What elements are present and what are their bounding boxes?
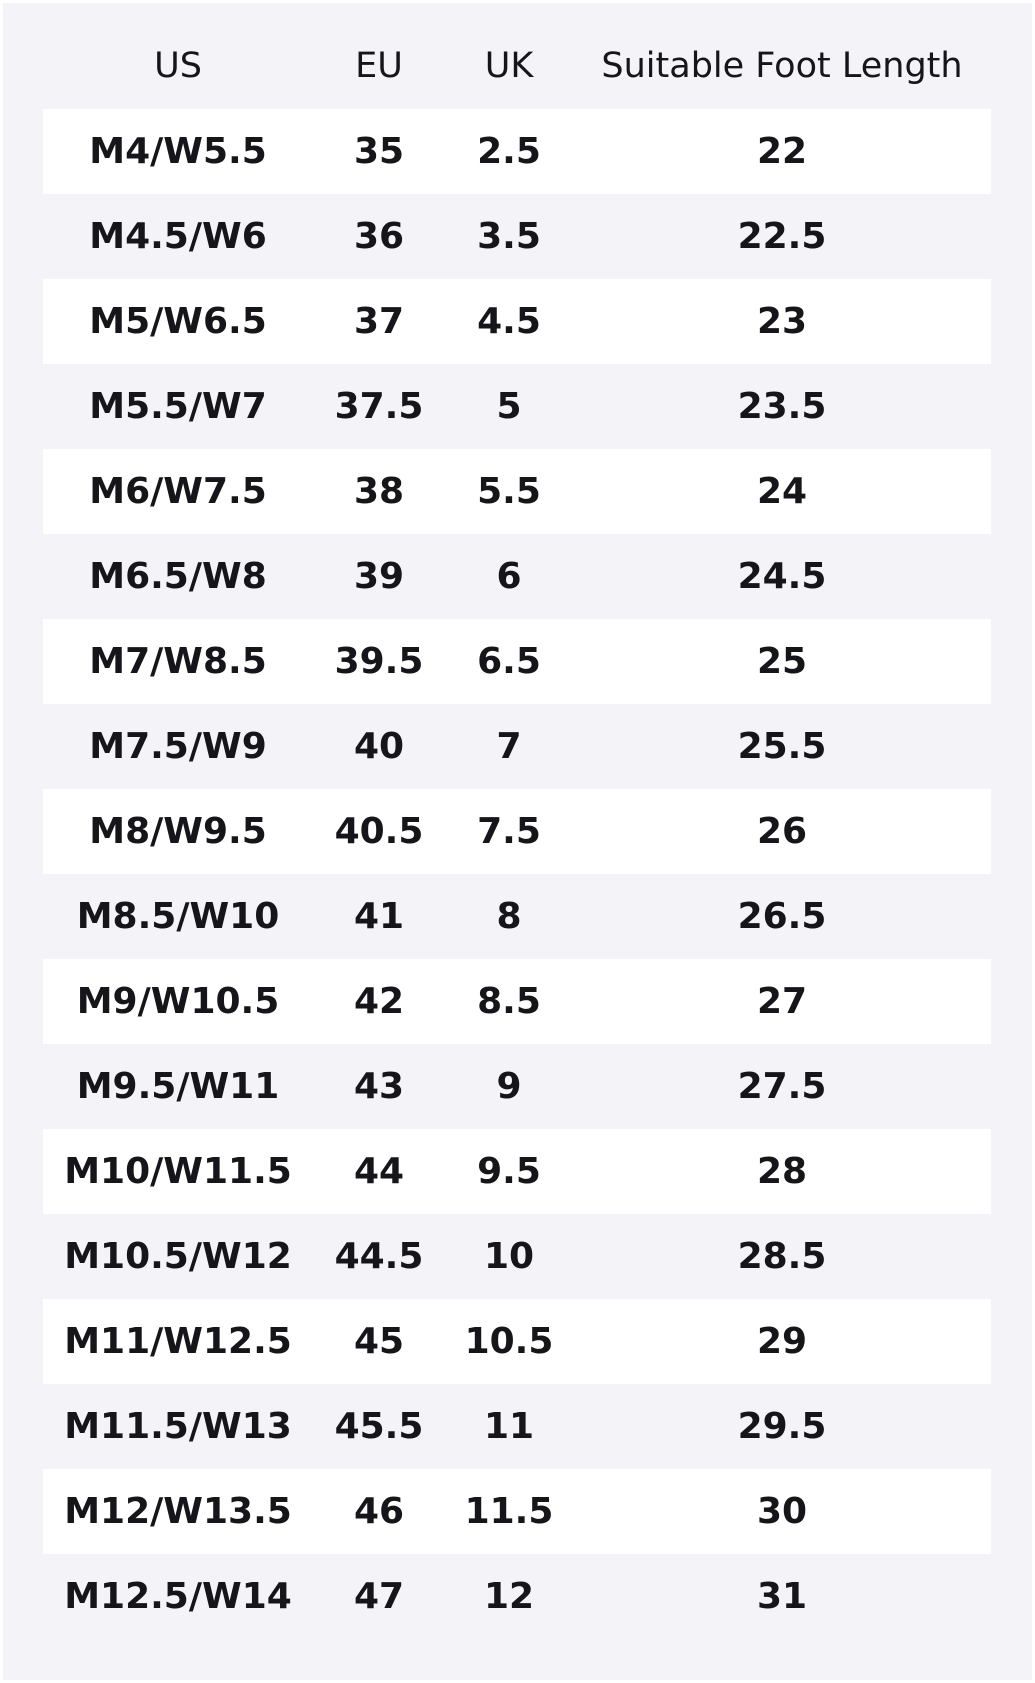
table-cell: M11/W12.5 (64, 1321, 292, 1362)
table-row: M8.5/W10 41 8 26.5 (43, 874, 991, 959)
table-cell: 6 (496, 556, 522, 597)
table-cell: M4/W5.5 (89, 131, 267, 172)
table-cell: M5/W6.5 (89, 301, 267, 342)
table-cell: 22 (756, 131, 808, 172)
table-cell: 44.5 (334, 1236, 424, 1277)
table-row: M7.5/W9 40 7 25.5 (43, 704, 991, 789)
table-cell: 36 (353, 216, 405, 257)
table-cell: 12 (483, 1576, 535, 1617)
table-cell: 7 (496, 726, 522, 767)
table-row: M7/W8.5 39.5 6.5 25 (43, 619, 991, 704)
table-row: M9/W10.5 42 8.5 27 (43, 959, 991, 1044)
table-cell: 9.5 (477, 1151, 541, 1192)
table-cell: 45 (353, 1321, 405, 1362)
table-cell: 40.5 (334, 811, 424, 852)
table-cell: 5.5 (477, 471, 541, 512)
header-cell: Suitable Foot Length (601, 46, 963, 86)
table-cell: M7.5/W9 (89, 726, 267, 767)
header-cell: EU (355, 46, 403, 86)
table-cell: 40 (353, 726, 405, 767)
table-cell: M12.5/W14 (64, 1576, 292, 1617)
table-cell: M11.5/W13 (64, 1406, 292, 1447)
table-cell: 43 (353, 1066, 405, 1107)
table-cell: 10 (483, 1236, 535, 1277)
table-cell: 47 (353, 1576, 405, 1617)
table-cell: 28.5 (737, 1236, 827, 1277)
header-cell: US (154, 46, 202, 86)
table-cell: M6/W7.5 (89, 471, 267, 512)
table-cell: 29 (756, 1321, 808, 1362)
table-cell: 8 (496, 896, 522, 937)
table-row: M11/W12.5 45 10.5 29 (43, 1299, 991, 1384)
table-cell: 38 (353, 471, 405, 512)
table-cell: 31 (756, 1576, 808, 1617)
table-row: M8/W9.5 40.5 7.5 26 (43, 789, 991, 874)
table-cell: 26 (756, 811, 808, 852)
header-cell: UK (484, 46, 534, 86)
table-row: M5.5/W7 37.5 5 23.5 (43, 364, 991, 449)
table-row: M5/W6.5 37 4.5 23 (43, 279, 991, 364)
table-cell: 6.5 (477, 641, 541, 682)
table-cell: 41 (353, 896, 405, 937)
table-cell: 29.5 (737, 1406, 827, 1447)
size-chart: US EU UK Suitable Foot Length M4/W5.5 35 2.5 22… (3, 3, 1032, 1680)
table-cell: 27.5 (737, 1066, 827, 1107)
table-row: M12.5/W14 47 12 31 (43, 1554, 991, 1639)
table-cell: 25 (756, 641, 808, 682)
table-cell: 4.5 (477, 301, 541, 342)
table-cell: 10.5 (464, 1321, 554, 1362)
table-cell: 37 (353, 301, 405, 342)
table-cell: 30 (756, 1491, 808, 1532)
table-cell: 27 (756, 981, 808, 1022)
table-cell: M9.5/W11 (76, 1066, 280, 1107)
table-cell: 2.5 (477, 131, 541, 172)
header-row: US EU UK Suitable Foot Length (43, 24, 991, 109)
table-cell: 37.5 (334, 386, 424, 427)
table-row: M11.5/W13 45.5 11 29.5 (43, 1384, 991, 1469)
table-cell: M8.5/W10 (76, 896, 280, 937)
table-cell: 26.5 (737, 896, 827, 937)
table-cell: 35 (353, 131, 405, 172)
table-cell: 11 (483, 1406, 535, 1447)
table-row: M6/W7.5 38 5.5 24 (43, 449, 991, 534)
table-cell: 42 (353, 981, 405, 1022)
table-cell: M5.5/W7 (89, 386, 267, 427)
table-cell: M10/W11.5 (64, 1151, 292, 1192)
table-row: M6.5/W8 39 6 24.5 (43, 534, 991, 619)
table-cell: 3.5 (477, 216, 541, 257)
table-cell: M4.5/W6 (89, 216, 267, 257)
table-cell: 25.5 (737, 726, 827, 767)
table-cell: 23 (756, 301, 808, 342)
table-cell: 24.5 (737, 556, 827, 597)
table-cell: 44 (353, 1151, 405, 1192)
table-cell: 39.5 (334, 641, 424, 682)
table-cell: 45.5 (334, 1406, 424, 1447)
table-cell: M10.5/W12 (64, 1236, 292, 1277)
table-row: M9.5/W11 43 9 27.5 (43, 1044, 991, 1129)
table-cell: M7/W8.5 (89, 641, 267, 682)
table-cell: 28 (756, 1151, 808, 1192)
table-cell: 46 (353, 1491, 405, 1532)
table-cell: 39 (353, 556, 405, 597)
table-cell: 23.5 (737, 386, 827, 427)
table-cell: 24 (756, 471, 808, 512)
table-row: M10/W11.5 44 9.5 28 (43, 1129, 991, 1214)
table-row: M10.5/W12 44.5 10 28.5 (43, 1214, 991, 1299)
table-cell: M9/W10.5 (76, 981, 280, 1022)
table-cell: 7.5 (477, 811, 541, 852)
table-cell: 11.5 (464, 1491, 554, 1532)
table-row: M12/W13.5 46 11.5 30 (43, 1469, 991, 1554)
table-cell: 9 (496, 1066, 522, 1107)
table-cell: 8.5 (477, 981, 541, 1022)
table-cell: M12/W13.5 (64, 1491, 292, 1532)
table-cell: 5 (496, 386, 522, 427)
table-cell: M8/W9.5 (89, 811, 267, 852)
table-row: M4.5/W6 36 3.5 22.5 (43, 194, 991, 279)
table-row: M4/W5.5 35 2.5 22 (43, 109, 991, 194)
table-cell: M6.5/W8 (89, 556, 267, 597)
table-cell: 22.5 (737, 216, 827, 257)
